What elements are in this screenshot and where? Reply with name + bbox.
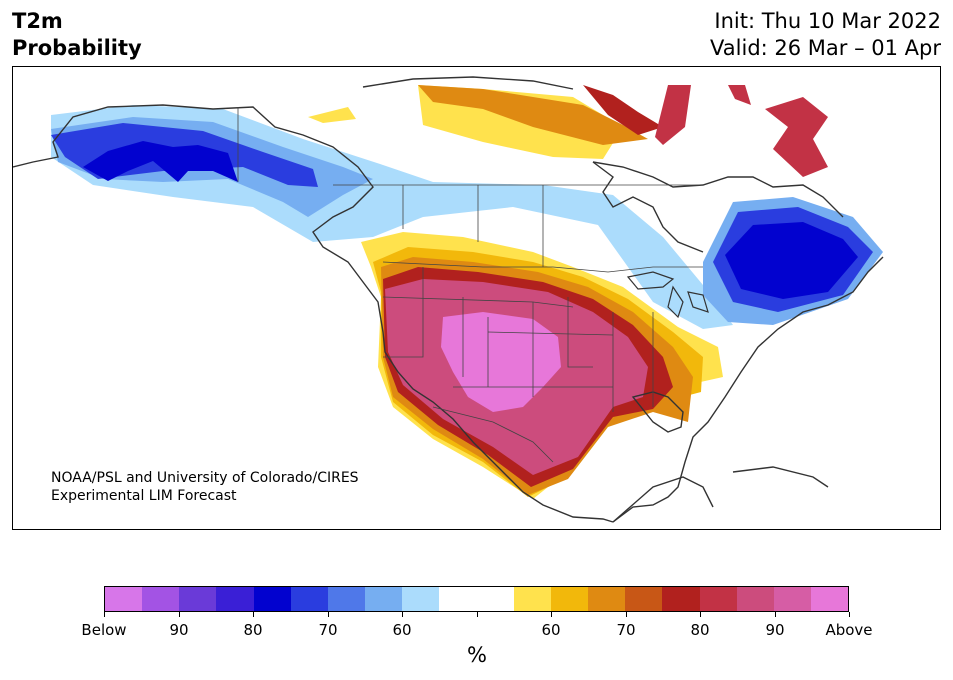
above-pink-quebec-area	[765, 97, 828, 177]
colorbar-segment	[513, 587, 551, 611]
colorbar-segment	[476, 587, 514, 611]
map-panel: NOAA/PSL and University of Colorado/CIRE…	[12, 66, 941, 530]
colorbar-segment	[625, 587, 663, 611]
colorbar-tick-label: 70	[616, 621, 636, 639]
colorbar-tick	[179, 612, 180, 617]
above-red-north-area	[583, 85, 663, 135]
colorbar-segment	[736, 587, 774, 611]
colorbar-tick	[328, 612, 329, 617]
colorbar-tick-label: 80	[690, 621, 710, 639]
colorbar-unit-label: %	[467, 643, 487, 667]
above-mid-north-area	[418, 85, 648, 145]
colorbar-tick	[104, 612, 105, 617]
great-lakes	[626, 271, 709, 319]
title-line-1: T2m	[12, 9, 63, 33]
colorbar-tick	[775, 612, 776, 617]
above-pink-north-small-area	[728, 85, 751, 105]
valid-date: Valid: 26 Mar – 01 Apr	[710, 36, 941, 60]
colorbar-segment	[327, 587, 366, 611]
colorbar-segment	[550, 587, 589, 611]
colorbar-tick-label: 60	[541, 621, 561, 639]
colorbar-tick	[551, 612, 552, 617]
init-date: Init: Thu 10 Mar 2022	[714, 9, 941, 33]
colorbar-segment	[142, 587, 180, 611]
above-pink-greenland-area	[655, 85, 691, 145]
colorbar-segment	[179, 587, 217, 611]
credit-line-2: Experimental LIM Forecast	[51, 488, 237, 504]
colorbar-segment	[439, 587, 477, 611]
colorbar-segment	[402, 587, 440, 611]
colorbar-tick	[477, 612, 478, 617]
colorbar-segment	[105, 587, 143, 611]
colorbar-segment	[662, 587, 700, 611]
political-borders	[237, 107, 703, 463]
forecast-dates: Init: Thu 10 Mar 2022 Valid: 26 Mar – 01…	[710, 8, 941, 62]
colorbar-segment	[810, 587, 849, 611]
colorbar-segment	[588, 587, 626, 611]
colorbar-segment	[365, 587, 403, 611]
colorbar-tick-label: 60	[392, 621, 412, 639]
colorbar-tick-label: 90	[765, 621, 785, 639]
colorbar-tick-label: Below	[81, 621, 127, 639]
colorbar-segment	[773, 587, 811, 611]
colorbar-segment	[216, 587, 254, 611]
title-line-2: Probability	[12, 36, 142, 60]
credit-line-1: NOAA/PSL and University of Colorado/CIRE…	[51, 470, 359, 486]
colorbar-tick-label: Above	[825, 621, 873, 639]
below-strong-east-area	[725, 222, 858, 299]
below-strong-alaska-area	[83, 141, 238, 182]
colorbar-segment	[699, 587, 737, 611]
coastlines	[13, 76, 884, 523]
probability-map	[13, 76, 884, 523]
credit-text: NOAA/PSL and University of Colorado/CIRE…	[51, 469, 359, 505]
above-faint-yukon-area	[308, 107, 356, 123]
colorbar-tick	[849, 612, 850, 617]
colorbar-tick	[700, 612, 701, 617]
colorbar-segment	[253, 587, 291, 611]
colorbar-segment	[290, 587, 328, 611]
colorbar-tick-label: 80	[243, 621, 263, 639]
colorbar	[104, 586, 849, 612]
colorbar-tick-label: 90	[169, 621, 189, 639]
colorbar-tick	[253, 612, 254, 617]
map-title: T2m Probability	[12, 8, 142, 62]
colorbar-tick-label: 70	[318, 621, 338, 639]
colorbar-tick	[402, 612, 403, 617]
colorbar-tick	[626, 612, 627, 617]
